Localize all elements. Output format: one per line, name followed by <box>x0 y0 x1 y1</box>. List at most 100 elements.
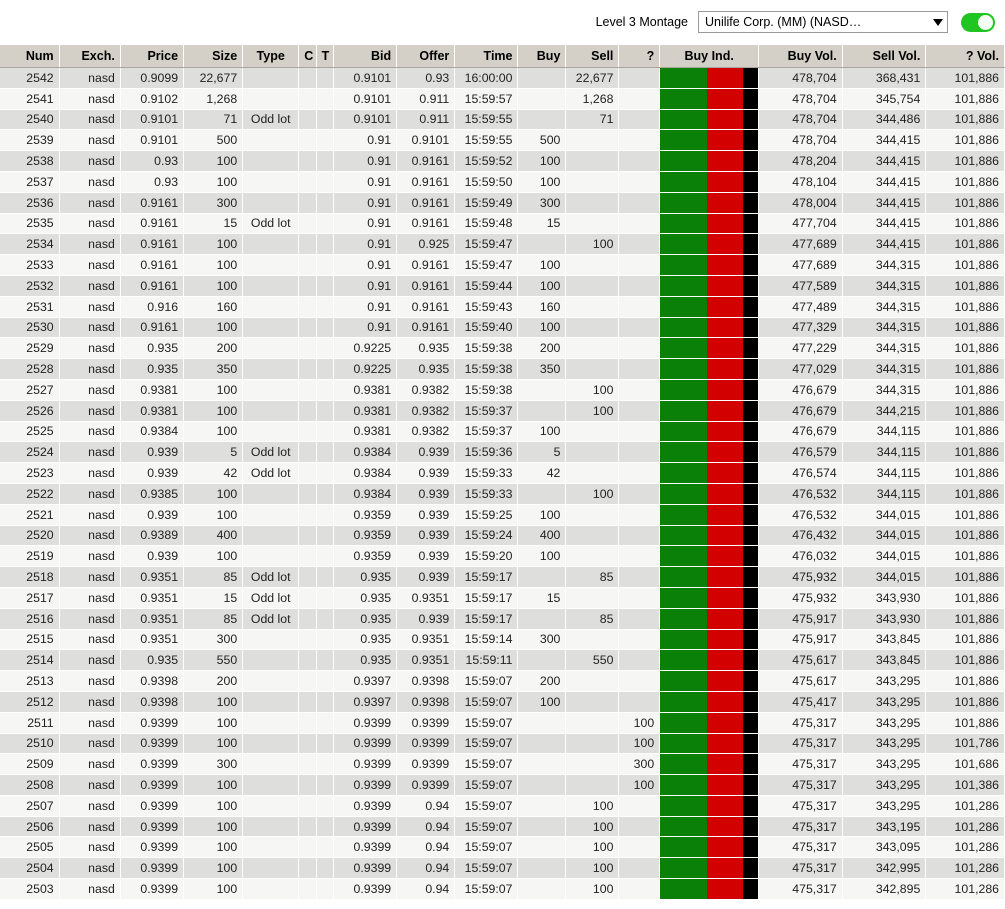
cell-sellvol: 344,415 <box>842 192 927 214</box>
table-row[interactable]: 2541 nasd 0.9102 1,268 0.9101 0.911 15:59:57 1,… <box>0 88 1005 110</box>
cell-exch: nasd <box>59 545 121 568</box>
cell-t <box>316 525 334 547</box>
column-header-buyvol[interactable]: Buy Vol. <box>758 44 843 68</box>
table-row[interactable]: 2523 nasd 0.939 42 Odd lot 0.9384 0.939 15:59:3… <box>0 462 1005 484</box>
table-row[interactable]: 2520 nasd 0.9389 400 0.9359 0.939 15:59:24 400 4… <box>0 525 1005 547</box>
table-row[interactable]: 2503 nasd 0.9399 100 0.9399 0.94 15:59:07 100 47… <box>0 878 1005 900</box>
column-header-buy[interactable]: Buy <box>517 44 567 68</box>
cell-buy: 100 <box>517 421 567 443</box>
table-row[interactable]: 2509 nasd 0.9399 300 0.9399 0.9399 15:59:07 300… <box>0 753 1005 776</box>
buy-indicator-black <box>743 255 758 275</box>
column-header-buyind[interactable]: Buy Ind. <box>659 44 760 68</box>
column-header-t[interactable]: T <box>316 44 334 68</box>
cell-sell: 550 <box>565 649 620 672</box>
cell-qvol: 101,886 <box>925 712 1005 734</box>
buy-indicator-cell <box>659 774 760 796</box>
cell-buy <box>517 878 567 900</box>
table-row[interactable]: 2517 nasd 0.9351 15 Odd lot 0.935 0.9351 15:59:… <box>0 587 1005 609</box>
cell-sell <box>565 545 620 568</box>
table-row[interactable]: 2522 nasd 0.9385 100 0.9384 0.939 15:59:33 100 4… <box>0 483 1005 505</box>
table-row[interactable]: 2506 nasd 0.9399 100 0.9399 0.94 15:59:07 100 47… <box>0 816 1005 838</box>
column-header-price[interactable]: Price <box>120 44 185 68</box>
cell-c <box>298 733 317 755</box>
cell-offer: 0.9382 <box>396 400 456 422</box>
column-header-exch[interactable]: Exch. <box>59 44 121 68</box>
table-row[interactable]: 2531 nasd 0.916 160 0.91 0.9161 15:59:43 160 477… <box>0 296 1005 318</box>
cell-offer: 0.9351 <box>396 649 456 672</box>
table-row[interactable]: 2530 nasd 0.9161 100 0.91 0.9161 15:59:40 100 47… <box>0 317 1005 339</box>
table-row[interactable]: 2535 nasd 0.9161 15 Odd lot 0.91 0.9161 15:59:4… <box>0 213 1005 235</box>
cell-buyvol: 475,617 <box>758 670 843 692</box>
table-row[interactable]: 2524 nasd 0.939 5 Odd lot 0.9384 0.939 15:59:36… <box>0 441 1005 464</box>
cell-qvol: 101,886 <box>925 379 1005 401</box>
column-header-time[interactable]: Time <box>454 44 519 68</box>
table-row[interactable]: 2538 nasd 0.93 100 0.91 0.9161 15:59:52 100 478,… <box>0 150 1005 172</box>
column-header-qvol[interactable]: ? Vol. <box>925 44 1005 68</box>
buy-indicator-bars <box>660 317 758 337</box>
table-row[interactable]: 2532 nasd 0.9161 100 0.91 0.9161 15:59:44 100 47… <box>0 275 1005 297</box>
table-row[interactable]: 2537 nasd 0.93 100 0.91 0.9161 15:59:50 100 478,… <box>0 171 1005 193</box>
table-row[interactable]: 2516 nasd 0.9351 85 Odd lot 0.935 0.939 15:59:1… <box>0 608 1005 630</box>
table-row[interactable]: 2540 nasd 0.9101 71 Odd lot 0.9101 0.911 15:59:… <box>0 109 1005 131</box>
symbol-select[interactable]: Unilife Corp. (MM) (NASD… <box>698 11 948 33</box>
column-header-bid[interactable]: Bid <box>333 44 398 68</box>
table-row[interactable]: 2542 nasd 0.9099 22,677 0.9101 0.93 16:00:00 22… <box>0 67 1005 89</box>
cell-time: 15:59:33 <box>454 483 519 505</box>
table-row[interactable]: 2505 nasd 0.9399 100 0.9399 0.94 15:59:07 100 47… <box>0 836 1005 859</box>
cell-offer: 0.939 <box>396 504 456 526</box>
table-row[interactable]: 2521 nasd 0.939 100 0.9359 0.939 15:59:25 100 47… <box>0 504 1005 526</box>
table-row[interactable]: 2536 nasd 0.9161 300 0.91 0.9161 15:59:49 300 47… <box>0 192 1005 214</box>
cell-num: 2509 <box>0 753 60 776</box>
column-header-sell[interactable]: Sell <box>565 44 620 68</box>
table-row[interactable]: 2533 nasd 0.9161 100 0.91 0.9161 15:59:47 100 47… <box>0 254 1005 276</box>
cell-sellvol: 343,295 <box>842 795 927 817</box>
cell-sellvol: 344,415 <box>842 213 927 235</box>
cell-size: 300 <box>183 753 244 776</box>
cell-buyvol: 478,004 <box>758 192 843 214</box>
buy-indicator-black <box>743 587 758 608</box>
cell-buy <box>517 400 567 422</box>
table-row[interactable]: 2525 nasd 0.9384 100 0.9381 0.9382 15:59:37 100… <box>0 421 1005 443</box>
cell-time: 15:59:33 <box>454 462 519 484</box>
table-row[interactable]: 2512 nasd 0.9398 100 0.9397 0.9398 15:59:07 100… <box>0 691 1005 713</box>
table-row[interactable]: 2513 nasd 0.9398 200 0.9397 0.9398 15:59:07 200… <box>0 670 1005 692</box>
buy-indicator-red <box>707 296 744 317</box>
buy-indicator-black <box>743 192 758 213</box>
column-header-sellvol[interactable]: Sell Vol. <box>842 44 927 68</box>
buy-indicator-red <box>707 733 744 753</box>
table-row[interactable]: 2527 nasd 0.9381 100 0.9381 0.9382 15:59:38 100… <box>0 379 1005 401</box>
table-row[interactable]: 2539 nasd 0.9101 500 0.91 0.9101 15:59:55 500 47… <box>0 129 1005 152</box>
table-row[interactable]: 2515 nasd 0.9351 300 0.935 0.9351 15:59:14 300 4… <box>0 629 1005 651</box>
cell-buyvol: 476,579 <box>758 441 843 464</box>
cell-time: 15:59:20 <box>454 545 519 568</box>
column-header-num[interactable]: Num <box>0 44 60 68</box>
cell-buyvol: 475,932 <box>758 587 843 609</box>
table-row[interactable]: 2511 nasd 0.9399 100 0.9399 0.9399 15:59:07 100… <box>0 712 1005 734</box>
table-row[interactable]: 2534 nasd 0.9161 100 0.91 0.925 15:59:47 100 477… <box>0 233 1005 256</box>
table-row[interactable]: 2518 nasd 0.9351 85 Odd lot 0.935 0.939 15:59:1… <box>0 566 1005 588</box>
table-row[interactable]: 2528 nasd 0.935 350 0.9225 0.935 15:59:38 350 47… <box>0 358 1005 380</box>
table-row[interactable]: 2508 nasd 0.9399 100 0.9399 0.9399 15:59:07 100… <box>0 774 1005 796</box>
montage-enable-toggle[interactable] <box>961 12 995 32</box>
column-header-c[interactable]: C <box>298 44 317 68</box>
table-row[interactable]: 2507 nasd 0.9399 100 0.9399 0.94 15:59:07 100 47… <box>0 795 1005 817</box>
buy-indicator-cell <box>659 525 760 547</box>
table-row[interactable]: 2514 nasd 0.935 550 0.935 0.9351 15:59:11 550 47… <box>0 649 1005 672</box>
cell-bid: 0.9101 <box>333 88 398 110</box>
cell-time: 15:59:37 <box>454 400 519 422</box>
column-header-offer[interactable]: Offer <box>396 44 456 68</box>
cell-offer: 0.9161 <box>396 150 456 172</box>
table-row[interactable]: 2519 nasd 0.939 100 0.9359 0.939 15:59:20 100 47… <box>0 545 1005 568</box>
table-row[interactable]: 2529 nasd 0.935 200 0.9225 0.935 15:59:38 200 47… <box>0 337 1005 360</box>
column-header-type[interactable]: Type <box>242 44 300 68</box>
table-row[interactable]: 2504 nasd 0.9399 100 0.9399 0.94 15:59:07 100 47… <box>0 857 1005 880</box>
column-header-q[interactable]: ? <box>618 44 661 68</box>
column-header-size[interactable]: Size <box>183 44 244 68</box>
table-row[interactable]: 2510 nasd 0.9399 100 0.9399 0.9399 15:59:07 100… <box>0 733 1005 755</box>
cell-bid: 0.9397 <box>333 670 398 692</box>
cell-offer: 0.9161 <box>396 213 456 235</box>
cell-sell <box>565 150 620 172</box>
table-row[interactable]: 2526 nasd 0.9381 100 0.9381 0.9382 15:59:37 100… <box>0 400 1005 422</box>
cell-qvol: 101,886 <box>925 233 1005 256</box>
cell-exch: nasd <box>59 753 121 776</box>
